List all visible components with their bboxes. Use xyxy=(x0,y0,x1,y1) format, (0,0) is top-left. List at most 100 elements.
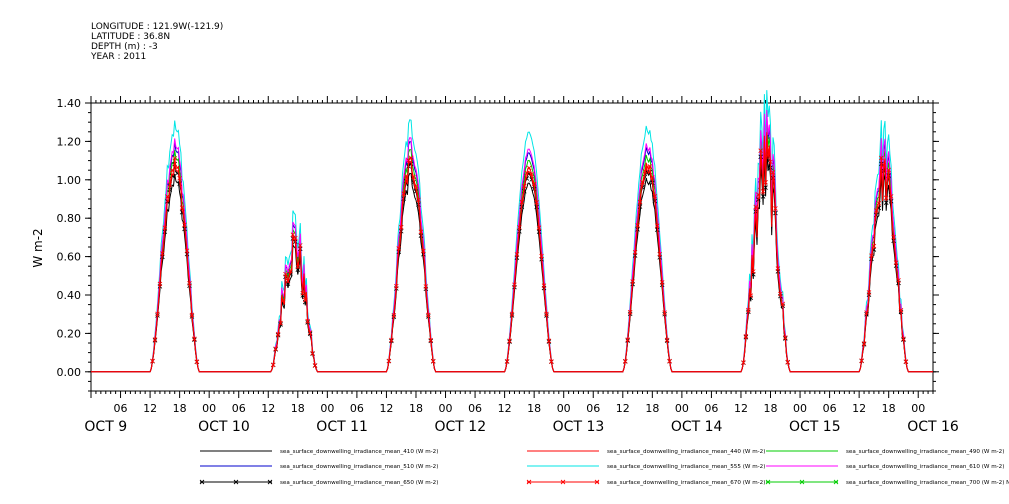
series-marker xyxy=(398,224,404,230)
legend-marker xyxy=(799,479,805,485)
legend-label: sea_surface_downwelling_irradiance_mean_… xyxy=(280,449,438,455)
series-marker xyxy=(780,301,786,307)
x-hour-label: 00 xyxy=(202,402,216,415)
series-line-6 xyxy=(91,138,933,373)
series-marker xyxy=(750,269,756,274)
series-marker xyxy=(192,336,197,342)
series-marker xyxy=(522,183,527,189)
series-marker xyxy=(549,359,554,364)
series-marker xyxy=(504,358,510,364)
series-marker xyxy=(662,310,667,315)
dataset-metadata: LONGITUDE : 121.9W(-121.9) LATITUDE : 36… xyxy=(91,22,223,62)
series-marker xyxy=(893,260,899,265)
y-axis-label: W m-2 xyxy=(31,228,45,267)
x-hour-label: 12 xyxy=(498,402,512,415)
series-marker xyxy=(650,175,655,180)
series-marker xyxy=(625,337,630,343)
series-marker xyxy=(524,170,530,176)
x-hour-label: 18 xyxy=(764,402,778,415)
series-line-5 xyxy=(91,109,933,373)
series-line-7 xyxy=(91,132,933,373)
series-marker xyxy=(659,280,665,285)
series-marker xyxy=(408,155,414,161)
x-day-label: OCT 12 xyxy=(434,419,486,435)
series-line-4 xyxy=(91,90,933,373)
series-marker xyxy=(898,307,904,313)
series-marker xyxy=(755,192,761,197)
y-tick-label: 0.00 xyxy=(57,366,82,379)
series-marker xyxy=(891,234,896,240)
series-marker xyxy=(517,225,522,230)
series-marker xyxy=(746,307,751,313)
series-marker xyxy=(167,182,173,187)
x-hour-label: 06 xyxy=(823,402,837,415)
series-marker xyxy=(874,208,879,213)
x-hour-label: 06 xyxy=(586,402,600,415)
series-marker xyxy=(285,278,291,284)
series-marker xyxy=(507,338,512,344)
series-marker xyxy=(307,330,313,335)
series-marker xyxy=(541,283,547,288)
x-hour-label: 12 xyxy=(616,402,630,415)
series-marker xyxy=(529,171,534,177)
series-marker xyxy=(169,167,175,173)
x-hour-label: 00 xyxy=(911,402,925,415)
series-marker xyxy=(531,181,537,187)
series-marker xyxy=(310,350,315,356)
series-marker xyxy=(773,206,778,211)
x-hour-label: 00 xyxy=(320,402,334,415)
series-marker xyxy=(426,312,431,318)
y-tick-label: 1.00 xyxy=(57,174,82,187)
series-marker xyxy=(509,311,515,317)
x-hour-label: 18 xyxy=(527,402,541,415)
x-hour-label: 18 xyxy=(409,402,423,415)
series-marker xyxy=(394,283,399,289)
series-marker xyxy=(172,155,177,161)
series-marker xyxy=(896,278,901,283)
series-marker xyxy=(283,271,288,277)
depth-label: DEPTH (m) : -3 xyxy=(91,42,158,52)
legend-label: sea_surface_downwelling_irradiance_mean_… xyxy=(607,464,765,470)
series-marker xyxy=(763,185,768,190)
series-marker xyxy=(741,360,746,365)
x-hour-label: 18 xyxy=(291,402,305,415)
series-marker xyxy=(903,359,909,364)
x-hour-label: 12 xyxy=(261,402,275,415)
series-marker xyxy=(635,223,640,228)
y-axis: 0.00 0.20 0.40 0.60 0.80 1.00 1.20 1.40 xyxy=(57,97,939,392)
series-marker xyxy=(411,174,416,180)
latitude-label: LATITUDE : 36.8N xyxy=(91,32,171,42)
series-marker xyxy=(275,331,281,337)
series-marker xyxy=(526,165,532,171)
series-marker xyxy=(184,248,190,254)
series-marker xyxy=(869,253,874,258)
series-marker xyxy=(866,290,872,295)
series-marker xyxy=(622,358,628,364)
x-hour-label: 06 xyxy=(468,402,482,415)
series-marker xyxy=(879,155,884,161)
x-hour-label: 06 xyxy=(114,402,128,415)
year-label: YEAR : 2011 xyxy=(91,52,147,62)
x-hour-label: 12 xyxy=(379,402,393,415)
series-marker xyxy=(288,269,293,274)
series-marker xyxy=(423,284,429,289)
series-marker xyxy=(743,334,749,339)
legend: sea_surface_downwelling_irradiance_mean_… xyxy=(199,449,1009,486)
x-hour-label: 00 xyxy=(439,402,453,415)
x-hour-label: 00 xyxy=(793,402,807,415)
series-layer xyxy=(91,90,933,373)
legend-marker xyxy=(765,479,771,485)
series-marker xyxy=(901,336,906,342)
series-marker xyxy=(280,298,286,303)
x-day-label: OCT 15 xyxy=(789,419,841,435)
series-marker xyxy=(177,175,182,181)
series-marker xyxy=(763,180,768,185)
series-marker xyxy=(182,222,187,228)
legend-label: sea_surface_downwelling_irradiance_mean_… xyxy=(846,480,1009,486)
series-marker xyxy=(293,235,298,241)
x-hour-label: 00 xyxy=(675,402,689,415)
series-marker xyxy=(864,310,869,315)
legend-marker xyxy=(560,479,566,485)
x-day-label: OCT 14 xyxy=(671,419,723,435)
series-marker xyxy=(753,204,759,210)
